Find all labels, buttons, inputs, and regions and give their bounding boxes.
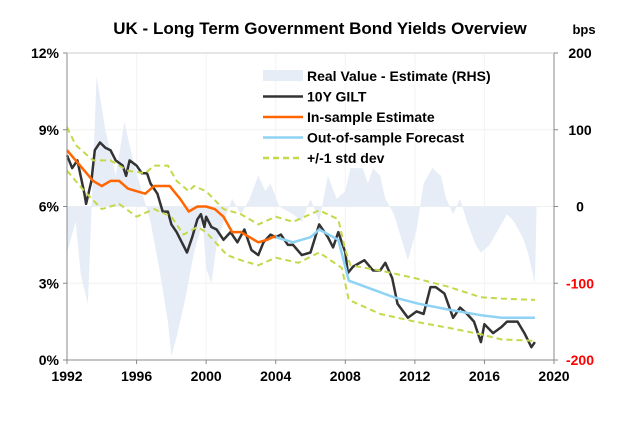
real-minus-estimate-area bbox=[67, 76, 537, 357]
legend-label: +/-1 std dev bbox=[307, 150, 385, 166]
y-right-tick-label: 0 bbox=[576, 199, 584, 215]
y-right-tick-label: 100 bbox=[568, 122, 592, 138]
y-left-tick-label: 6% bbox=[39, 199, 60, 215]
legend-item: In-sample Estimate bbox=[263, 109, 435, 125]
x-tick-label: 2020 bbox=[538, 368, 569, 384]
y-left-tick-label: 0% bbox=[39, 352, 60, 368]
x-tick-label: 2008 bbox=[330, 368, 361, 384]
legend-item: +/-1 std dev bbox=[263, 150, 385, 166]
in-sample-estimate-line bbox=[66, 149, 277, 244]
legend-item: Out-of-sample Forecast bbox=[263, 130, 464, 146]
x-tick-label: 2000 bbox=[191, 368, 222, 384]
y-left-tick-label: 12% bbox=[31, 45, 60, 61]
x-tick-label: 2012 bbox=[399, 368, 430, 384]
legend-label: Out-of-sample Forecast bbox=[307, 130, 464, 146]
legend-item: Real Value - Estimate (RHS) bbox=[263, 68, 491, 84]
x-tick-label: 2004 bbox=[260, 368, 291, 384]
y-right-tick-label: 200 bbox=[568, 45, 592, 61]
legend: Real Value - Estimate (RHS) 10Y GILT In-sa… bbox=[263, 68, 491, 166]
y-right-tick-label: -200 bbox=[566, 352, 594, 368]
10y-gilt-line bbox=[65, 141, 536, 349]
legend-label: Real Value - Estimate (RHS) bbox=[307, 68, 491, 84]
x-tick-label: 1996 bbox=[121, 368, 152, 384]
x-tick-label: 1992 bbox=[51, 368, 82, 384]
chart-title: UK - Long Term Government Bond Yields Ov… bbox=[113, 19, 527, 38]
legend-label: 10Y GILT bbox=[307, 89, 367, 105]
right-axis-unit: bps bbox=[572, 22, 595, 37]
std-dev-band-line bbox=[66, 126, 535, 301]
legend-swatch bbox=[263, 70, 303, 81]
axes: 0% 3% 6% 9% 12% -200 -100 0 100 200 1992 1996 2000 20… bbox=[31, 45, 594, 384]
std-dev-band-line bbox=[66, 170, 535, 342]
legend-label: In-sample Estimate bbox=[307, 109, 435, 125]
y-left-tick-label: 9% bbox=[39, 122, 60, 138]
x-tick-label: 2016 bbox=[469, 368, 500, 384]
legend-item: 10Y GILT bbox=[263, 89, 367, 105]
y-left-tick-label: 3% bbox=[39, 275, 60, 291]
y-right-tick-label: -100 bbox=[566, 275, 594, 291]
plot-area bbox=[65, 76, 537, 357]
out-of-sample-forecast-line bbox=[275, 228, 535, 320]
